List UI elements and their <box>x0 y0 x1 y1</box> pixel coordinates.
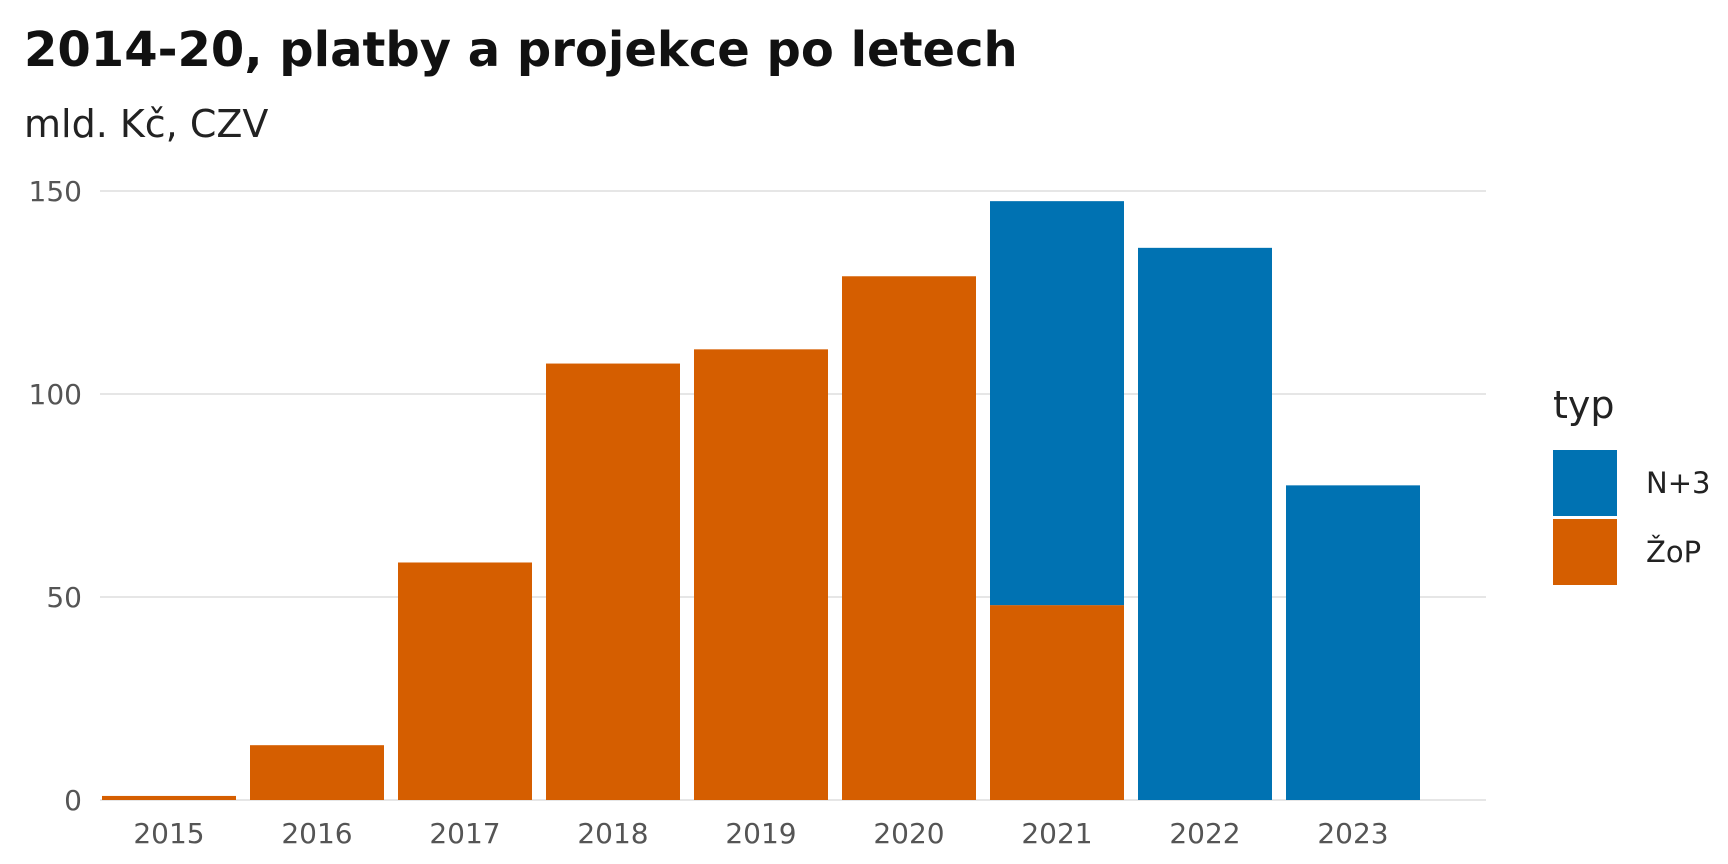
bar-2018-ŽoP <box>546 363 680 800</box>
x-tick-label: 2022 <box>1169 817 1240 850</box>
y-axis-ticks: 0 50 100 150 <box>29 175 82 817</box>
bar-2015-ŽoP <box>102 795 236 800</box>
legend-swatch <box>1553 450 1617 516</box>
y-tick-label: 100 <box>29 378 82 411</box>
y-tick-label: 50 <box>46 581 82 614</box>
bar-2017-ŽoP <box>398 562 532 800</box>
bar-2023-N+3 <box>1286 485 1420 800</box>
legend-swatch <box>1553 519 1617 585</box>
x-tick-label: 2017 <box>429 817 500 850</box>
bar-2021-ŽoP <box>990 605 1124 800</box>
x-tick-label: 2019 <box>725 817 796 850</box>
x-tick-label: 2020 <box>873 817 944 850</box>
chart-title: 2014-20, platby a projekce po letech <box>24 22 1018 78</box>
x-tick-label: 2015 <box>133 817 204 850</box>
legend-title: typ <box>1553 383 1615 427</box>
y-tick-label: 0 <box>64 784 82 817</box>
y-tick-label: 150 <box>29 175 82 208</box>
x-tick-label: 2021 <box>1021 817 1092 850</box>
legend: typ N+3 ŽoP <box>1553 383 1710 585</box>
x-tick-label: 2018 <box>577 817 648 850</box>
x-tick-label: 2016 <box>281 817 352 850</box>
legend-label: N+3 <box>1646 466 1710 500</box>
legend-label: ŽoP <box>1646 535 1701 569</box>
bar-2016-ŽoP <box>250 745 384 800</box>
x-tick-label: 2023 <box>1317 817 1388 850</box>
bar-2021-N+3 <box>990 201 1124 606</box>
x-axis-ticks: 2015 2016 2017 2018 2019 2020 2021 2022 2023 <box>133 817 1388 850</box>
bars <box>102 201 1420 801</box>
bar-2020-ŽoP <box>842 276 976 800</box>
bar-2022-N+3 <box>1138 247 1272 801</box>
chart-subtitle: mld. Kč, CZV <box>24 102 269 146</box>
bar-2019-ŽoP <box>694 349 828 800</box>
